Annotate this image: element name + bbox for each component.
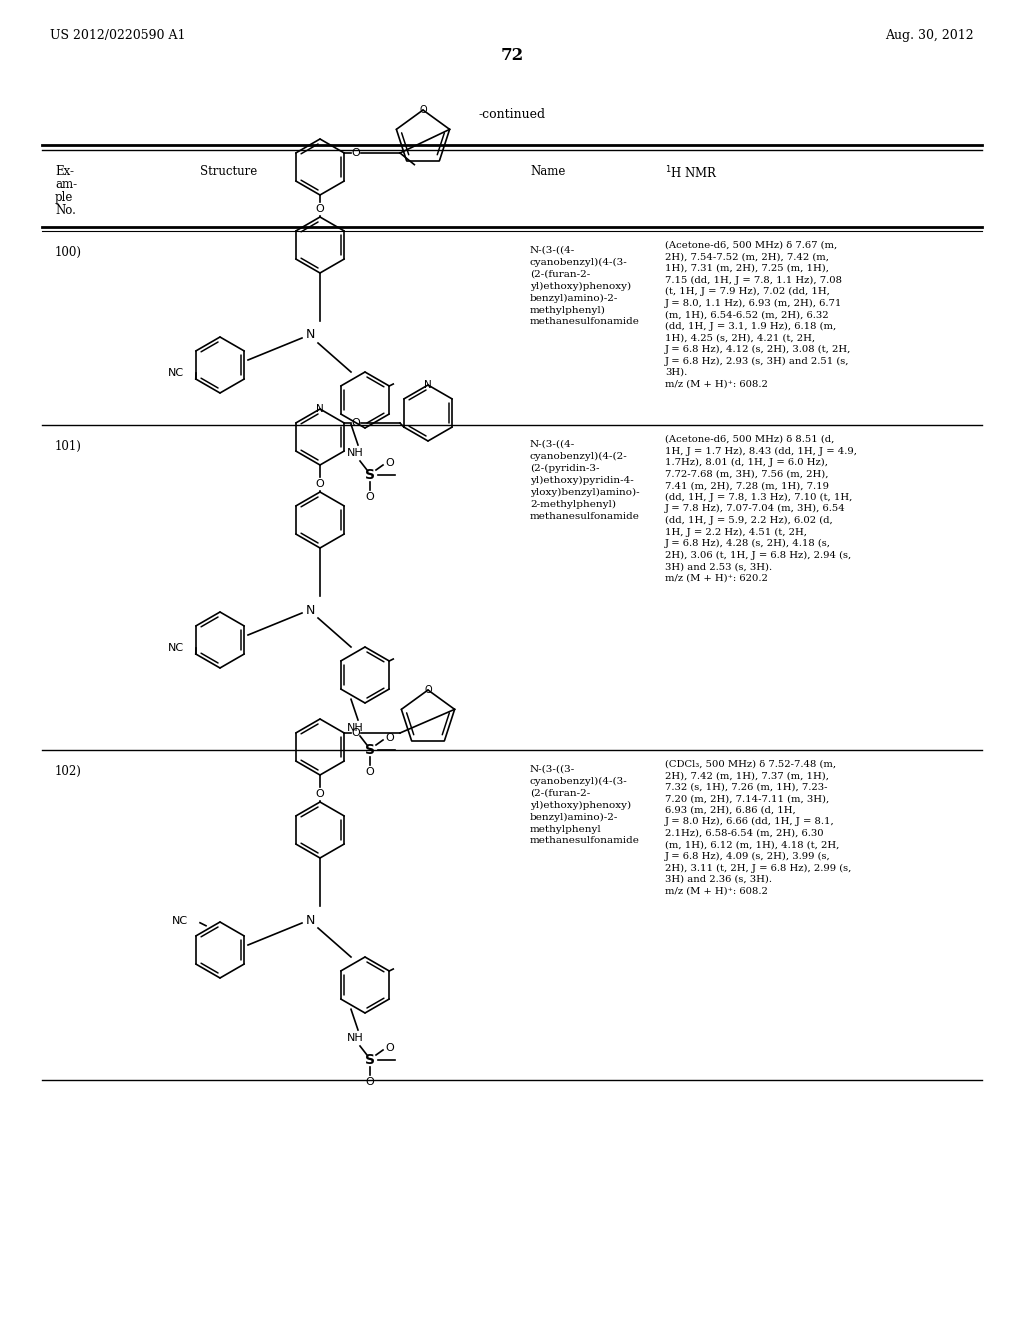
- Text: O: O: [386, 1043, 394, 1053]
- Text: S: S: [365, 469, 375, 482]
- Text: Structure: Structure: [200, 165, 257, 178]
- Text: 100): 100): [55, 246, 82, 259]
- Text: NC: NC: [168, 368, 184, 378]
- Text: N: N: [305, 603, 314, 616]
- Text: -continued: -continued: [478, 108, 546, 121]
- Text: (CDCl₃, 500 MHz) δ 7.52-7.48 (m,
2H), 7.42 (m, 1H), 7.37 (m, 1H),
7.32 (s, 1H), : (CDCl₃, 500 MHz) δ 7.52-7.48 (m, 2H), 7.…: [665, 760, 851, 895]
- Text: N: N: [305, 329, 314, 342]
- Text: NC: NC: [172, 916, 188, 925]
- Text: O: O: [366, 492, 375, 502]
- Text: N: N: [316, 404, 324, 414]
- Text: N-(3-((4-
cyanobenzyl)(4-(2-
(2-(pyridin-3-
yl)ethoxy)pyridin-4-
yloxy)benzyl)am: N-(3-((4- cyanobenzyl)(4-(2- (2-(pyridin…: [530, 440, 640, 520]
- Text: 102): 102): [55, 766, 82, 777]
- Text: S: S: [365, 743, 375, 756]
- Text: S: S: [365, 1053, 375, 1067]
- Text: (Acetone-d6, 500 MHz) δ 8.51 (d,
1H, J = 1.7 Hz), 8.43 (dd, 1H, J = 4.9,
1.7Hz),: (Acetone-d6, 500 MHz) δ 8.51 (d, 1H, J =…: [665, 436, 857, 582]
- Text: (Acetone-d6, 500 MHz) δ 7.67 (m,
2H), 7.54-7.52 (m, 2H), 7.42 (m,
1H), 7.31 (m, : (Acetone-d6, 500 MHz) δ 7.67 (m, 2H), 7.…: [665, 242, 851, 388]
- Text: Ex-: Ex-: [55, 165, 74, 178]
- Text: O: O: [351, 148, 360, 158]
- Text: Aug. 30, 2012: Aug. 30, 2012: [886, 29, 974, 41]
- Text: O: O: [315, 789, 325, 799]
- Text: O: O: [386, 733, 394, 743]
- Text: O: O: [351, 418, 360, 428]
- Text: NH: NH: [347, 723, 364, 733]
- Text: ple: ple: [55, 191, 74, 205]
- Text: Name: Name: [530, 165, 565, 178]
- Text: O: O: [315, 479, 325, 488]
- Text: O: O: [366, 1077, 375, 1086]
- Text: O: O: [386, 458, 394, 469]
- Text: N-(3-((4-
cyanobenzyl)(4-(3-
(2-(furan-2-
yl)ethoxy)phenoxy)
benzyl)amino)-2-
me: N-(3-((4- cyanobenzyl)(4-(3- (2-(furan-2…: [530, 246, 640, 326]
- Text: $^1$H NMR: $^1$H NMR: [665, 165, 718, 182]
- Text: N: N: [424, 380, 432, 389]
- Text: N-(3-((3-
cyanobenzyl)(4-(3-
(2-(furan-2-
yl)ethoxy)phenoxy)
benzyl)amino)-2-
me: N-(3-((3- cyanobenzyl)(4-(3- (2-(furan-2…: [530, 766, 640, 845]
- Text: NC: NC: [168, 643, 184, 653]
- Text: O: O: [419, 106, 427, 115]
- Text: NH: NH: [347, 1034, 364, 1043]
- Text: N: N: [305, 913, 314, 927]
- Text: O: O: [315, 205, 325, 214]
- Text: O: O: [424, 685, 432, 696]
- Text: O: O: [366, 767, 375, 777]
- Text: NH: NH: [347, 447, 364, 458]
- Text: O: O: [351, 729, 360, 738]
- Text: 72: 72: [501, 46, 523, 63]
- Text: 101): 101): [55, 440, 82, 453]
- Text: No.: No.: [55, 205, 76, 216]
- Text: am-: am-: [55, 178, 77, 191]
- Text: US 2012/0220590 A1: US 2012/0220590 A1: [50, 29, 185, 41]
